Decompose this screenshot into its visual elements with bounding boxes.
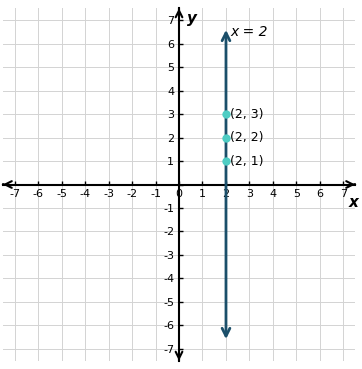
Text: (2, 2): (2, 2) (230, 131, 263, 144)
Text: x = 2: x = 2 (231, 25, 268, 39)
Text: y: y (187, 11, 197, 25)
Text: x: x (349, 195, 359, 210)
Text: (2, 1): (2, 1) (230, 155, 263, 168)
Text: (2, 3): (2, 3) (230, 107, 263, 121)
